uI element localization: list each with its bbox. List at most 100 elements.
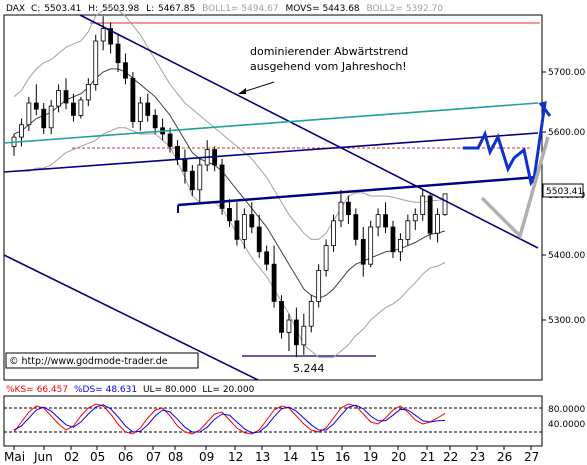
x-tick-label: 23 [470, 450, 485, 464]
candle-body [197, 164, 203, 191]
x-tick-label: 12 [228, 450, 243, 464]
y-tick-label: 5600.00 [548, 128, 585, 138]
x-tick-label: 09 [199, 450, 214, 464]
candle-body [383, 214, 388, 228]
candle-body [115, 43, 121, 64]
x-tick-label: 15 [310, 450, 325, 464]
candle-body [71, 102, 76, 116]
candle-body [33, 102, 39, 110]
price-header: DAX C: 5503.41 H: 5503.98 L: 5467.85 BOL… [6, 4, 443, 14]
candle [435, 208, 440, 243]
x-tick-label: 14 [283, 450, 298, 464]
x-tick-label: 22 [443, 450, 458, 464]
last-price-label: 5503.41 [546, 187, 583, 197]
candle-body [241, 214, 247, 240]
header-movs-value: 5443.68 [322, 4, 359, 14]
x-tick-label: 13 [255, 450, 270, 464]
candle [26, 96, 32, 131]
candle-body [264, 251, 270, 265]
candle [427, 192, 433, 240]
candle [368, 220, 374, 268]
candle [316, 264, 322, 308]
annotation-line-1: dominierender Abwärtstrend [250, 45, 408, 58]
candle [338, 189, 344, 227]
trend-lines [3, 14, 539, 381]
x-tick-label: 08 [168, 450, 183, 464]
header-low-value: 5467.85 [158, 4, 195, 14]
ks-label: %KS= [6, 385, 34, 395]
candle-body [442, 193, 448, 216]
header-boll1-value: 5494.67 [241, 4, 278, 14]
copyright-box: © http://www.godmode-trader.de [5, 352, 199, 369]
candle [323, 239, 329, 277]
x-tick-label: 20 [391, 450, 406, 464]
x-tick-label: 07 [146, 450, 161, 464]
candle [48, 99, 54, 134]
forecast-path-blue [463, 101, 552, 187]
moving-average-line [13, 68, 446, 299]
candle [145, 93, 151, 122]
candle-body [19, 124, 24, 138]
x-tick-label: 19 [363, 450, 378, 464]
x-tick-label: 06 [118, 450, 133, 464]
candle-body [182, 158, 188, 172]
candle-body [175, 145, 180, 160]
bollinger-upper-line [13, 6, 446, 240]
candle-body [323, 245, 329, 271]
candle [197, 158, 203, 203]
low-value-label: 5.244 [293, 362, 325, 375]
candle [71, 93, 76, 122]
candle [301, 313, 307, 355]
ds-label: %DS= [74, 385, 103, 395]
x-tick-label: 02 [64, 450, 79, 464]
header-high-label: H: [88, 4, 98, 14]
x-tick-label: 26 [497, 450, 512, 464]
svg-text:DAX C: 5503.41: DAX C: 5503.41 H: 5503.98 L: 5467.85 BOL… [6, 4, 443, 14]
candle-body [41, 108, 47, 129]
candle-body [316, 269, 322, 302]
candle [108, 22, 114, 54]
main-plot-frame [3, 14, 543, 381]
candle [293, 307, 299, 358]
candle-body [435, 214, 440, 234]
x-tick-label: 16 [335, 450, 350, 464]
candle-body [234, 220, 240, 240]
header-boll2-label: BOLL2= [367, 4, 403, 14]
candle [271, 245, 277, 308]
candle-body [26, 102, 32, 126]
header-close-label: C: [31, 4, 40, 14]
candle [286, 313, 292, 351]
candle [167, 127, 173, 153]
candle-body [137, 102, 143, 123]
y-tick-label: 5300.00 [548, 316, 585, 326]
candle-body [56, 90, 61, 107]
candle-body [48, 105, 54, 129]
ll-label: LL= [202, 385, 220, 395]
candle-body [167, 133, 173, 147]
header-low-label: L: [146, 4, 154, 14]
x-tick-label: 27 [524, 450, 539, 464]
copyright-text: © http://www.godmode-trader.de [9, 356, 168, 367]
candle [383, 202, 388, 234]
trend-annotation: dominierender Abwärtstrend ausgehend vom… [238, 45, 408, 94]
candle [249, 202, 255, 234]
candle [85, 78, 91, 107]
candle [130, 72, 136, 128]
annotation-line-2: ausgehend vom Jahreshoch! [250, 60, 407, 73]
candle-body [412, 214, 418, 222]
candle-body [152, 115, 158, 129]
candle [33, 84, 39, 116]
candle [189, 165, 195, 196]
candle [100, 16, 106, 51]
candle-body [219, 164, 225, 209]
candle-body [390, 226, 396, 253]
x-tick-label: Mai [4, 450, 25, 464]
candle-body [360, 238, 366, 265]
candle-body [189, 170, 195, 191]
header-movs-label: MOVS= [285, 4, 319, 14]
candle [405, 214, 411, 246]
candle-body [338, 201, 344, 222]
candle [137, 96, 143, 131]
candle-body [345, 201, 351, 215]
candle-body [293, 319, 299, 346]
